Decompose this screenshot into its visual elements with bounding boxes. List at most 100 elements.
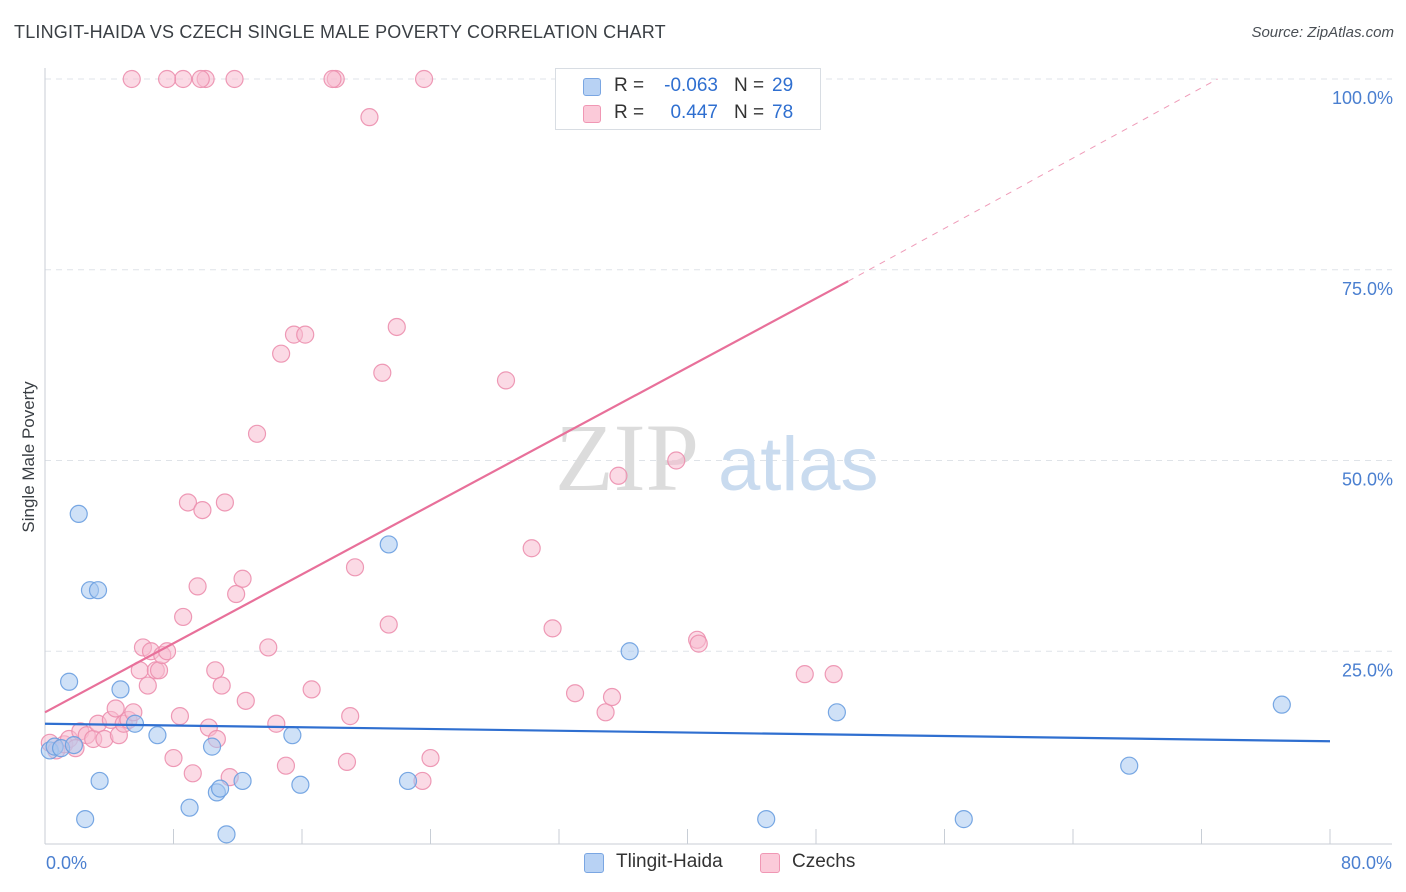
watermark: ZIP atlas: [555, 404, 879, 511]
tlingit-point: [202, 737, 222, 756]
czech-point: [323, 69, 342, 89]
tlingit-point: [291, 775, 310, 794]
tlingit-point: [954, 810, 973, 829]
czech-point: [337, 752, 357, 771]
czech-point: [421, 748, 440, 768]
tlingit-point: [111, 680, 130, 699]
trend-line-tlingit: [44, 722, 1331, 743]
czech-point: [302, 680, 321, 699]
czech-point: [276, 756, 296, 775]
legend-row-tlingit: R = -0.063 N = 29: [556, 75, 822, 99]
tlingit-point: [148, 726, 167, 745]
czech-point: [272, 344, 291, 363]
y-tick-label: 75.0%: [1342, 279, 1393, 299]
czech-point: [233, 569, 252, 588]
czech-point: [522, 539, 541, 558]
czech-point: [373, 363, 392, 382]
czech-point: [602, 687, 622, 707]
czech-point: [387, 317, 406, 337]
y-tick-label: 25.0%: [1342, 660, 1393, 680]
tlingit-point: [217, 825, 236, 844]
czech-point: [215, 493, 234, 512]
czech-point: [360, 108, 379, 127]
czech-legend-swatch: [760, 853, 780, 873]
czech-point: [174, 69, 193, 89]
czech-point: [227, 584, 246, 604]
tlingit-point: [379, 535, 398, 554]
trend-line-czech: [847, 78, 1218, 282]
czech-point: [667, 451, 686, 470]
czech-point: [170, 707, 190, 726]
czech-point: [565, 684, 585, 703]
n-value-czechs: 78: [772, 102, 794, 123]
czech-point: [106, 699, 125, 718]
czech-point: [296, 325, 315, 344]
tlingit-legend-label: Tlingit-Haida: [616, 851, 723, 872]
axis-labels: Single Male Poverty 100.0% 75.0% 50.0% 25.0…: [19, 88, 1393, 873]
r-label: R =: [614, 75, 645, 96]
czech-point: [236, 691, 255, 710]
czech-point: [183, 764, 202, 783]
tlingit-point: [180, 798, 199, 817]
czech-point: [193, 500, 212, 520]
tlingit-point: [125, 714, 145, 733]
czech-point: [191, 69, 210, 89]
czech-point: [247, 424, 267, 443]
czech-point: [341, 707, 360, 726]
czech-point: [149, 661, 169, 680]
watermark-atlas: atlas: [718, 422, 879, 507]
x-tick-label-min: 0.0%: [46, 853, 87, 873]
czech-point: [212, 676, 231, 695]
tlingit-point: [757, 810, 776, 829]
y-axis-label: Single Male Poverty: [19, 381, 38, 533]
x-tick-label-max: 80.0%: [1341, 853, 1392, 873]
czech-point: [225, 69, 244, 89]
czech-point: [689, 634, 708, 653]
czech-legend-label: Czechs: [792, 851, 856, 872]
tlingit-point: [233, 771, 252, 791]
czech-point: [188, 577, 207, 596]
data-points: [40, 69, 1291, 844]
czech-point: [824, 665, 843, 684]
legend-row-czechs: R = 0.447 N = 78: [556, 102, 822, 126]
y-tick-label: 100.0%: [1332, 88, 1393, 108]
source-label: Source: ZipAtlas.com: [1251, 24, 1394, 41]
tlingit-point: [827, 703, 846, 722]
czech-point: [543, 619, 562, 638]
tlingit-point: [59, 672, 79, 691]
czech-point: [157, 69, 177, 89]
tlingit-point: [64, 735, 84, 755]
tlingit-point: [88, 581, 108, 600]
czech-point: [138, 676, 157, 695]
tlingit-swatch: [583, 78, 601, 96]
czech-point: [496, 371, 516, 390]
czech-point: [259, 638, 278, 657]
correlation-legend: R = -0.063 N = 29 R = 0.447 N = 78: [555, 68, 821, 130]
czech-point: [122, 69, 141, 89]
y-tick-label: 50.0%: [1342, 470, 1393, 490]
chart-title: TLINGIT-HAIDA VS CZECH SINGLE MALE POVER…: [14, 22, 666, 42]
trend-lines: [44, 78, 1331, 743]
r-value-czechs: 0.447: [670, 102, 718, 123]
czech-point: [414, 69, 434, 89]
axes: [44, 68, 1392, 845]
tlingit-point: [210, 779, 230, 798]
grid-lines: [45, 78, 1392, 652]
czech-swatch: [583, 105, 601, 123]
tlingit-point: [69, 504, 88, 524]
tlingit-point: [1120, 756, 1139, 775]
tlingit-point: [1272, 695, 1291, 714]
r-value-tlingit: -0.063: [664, 75, 718, 96]
czech-point: [795, 665, 814, 684]
trend-line-czech: [44, 280, 849, 714]
czech-point: [379, 615, 398, 634]
tlingit-point: [76, 810, 95, 829]
czech-point: [174, 607, 193, 627]
tlingit-point: [90, 771, 109, 791]
tlingit-point: [398, 771, 418, 791]
czech-point: [206, 661, 225, 680]
tlingit-point: [283, 726, 302, 745]
tlingit-point: [620, 642, 639, 661]
czech-point: [164, 748, 183, 768]
